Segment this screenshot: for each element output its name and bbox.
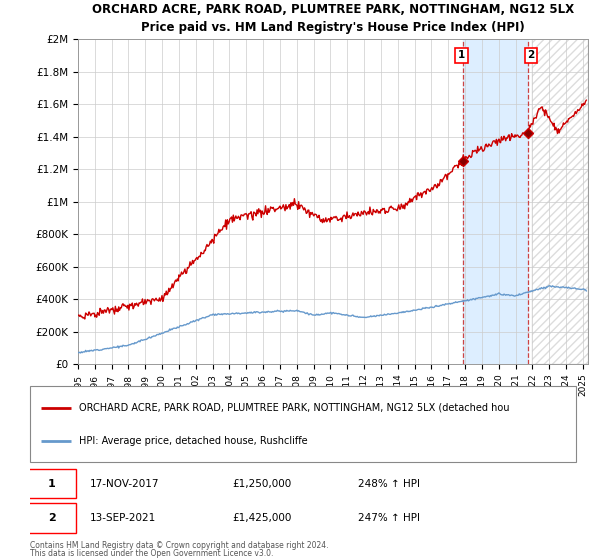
Title: ORCHARD ACRE, PARK ROAD, PLUMTREE PARK, NOTTINGHAM, NG12 5LX
Price paid vs. HM L: ORCHARD ACRE, PARK ROAD, PLUMTREE PARK, … <box>92 3 574 34</box>
Text: 248% ↑ HPI: 248% ↑ HPI <box>358 479 419 489</box>
Bar <box>463 39 527 364</box>
Text: 13-SEP-2021: 13-SEP-2021 <box>90 513 157 523</box>
Text: Contains HM Land Registry data © Crown copyright and database right 2024.: Contains HM Land Registry data © Crown c… <box>30 541 329 550</box>
Text: 247% ↑ HPI: 247% ↑ HPI <box>358 513 419 523</box>
FancyBboxPatch shape <box>27 469 76 498</box>
Text: 2: 2 <box>527 50 535 60</box>
Text: 1: 1 <box>48 479 56 489</box>
Text: 1: 1 <box>458 50 465 60</box>
Text: This data is licensed under the Open Government Licence v3.0.: This data is licensed under the Open Gov… <box>30 549 274 558</box>
FancyBboxPatch shape <box>30 386 576 462</box>
Bar <box>532 39 588 364</box>
Text: £1,250,000: £1,250,000 <box>232 479 291 489</box>
Text: 2: 2 <box>48 513 56 523</box>
Bar <box>532 39 588 364</box>
Text: HPI: Average price, detached house, Rushcliffe: HPI: Average price, detached house, Rush… <box>79 436 308 446</box>
Text: £1,425,000: £1,425,000 <box>232 513 292 523</box>
Text: ORCHARD ACRE, PARK ROAD, PLUMTREE PARK, NOTTINGHAM, NG12 5LX (detached hou: ORCHARD ACRE, PARK ROAD, PLUMTREE PARK, … <box>79 403 509 413</box>
Text: 17-NOV-2017: 17-NOV-2017 <box>90 479 160 489</box>
FancyBboxPatch shape <box>27 503 76 533</box>
